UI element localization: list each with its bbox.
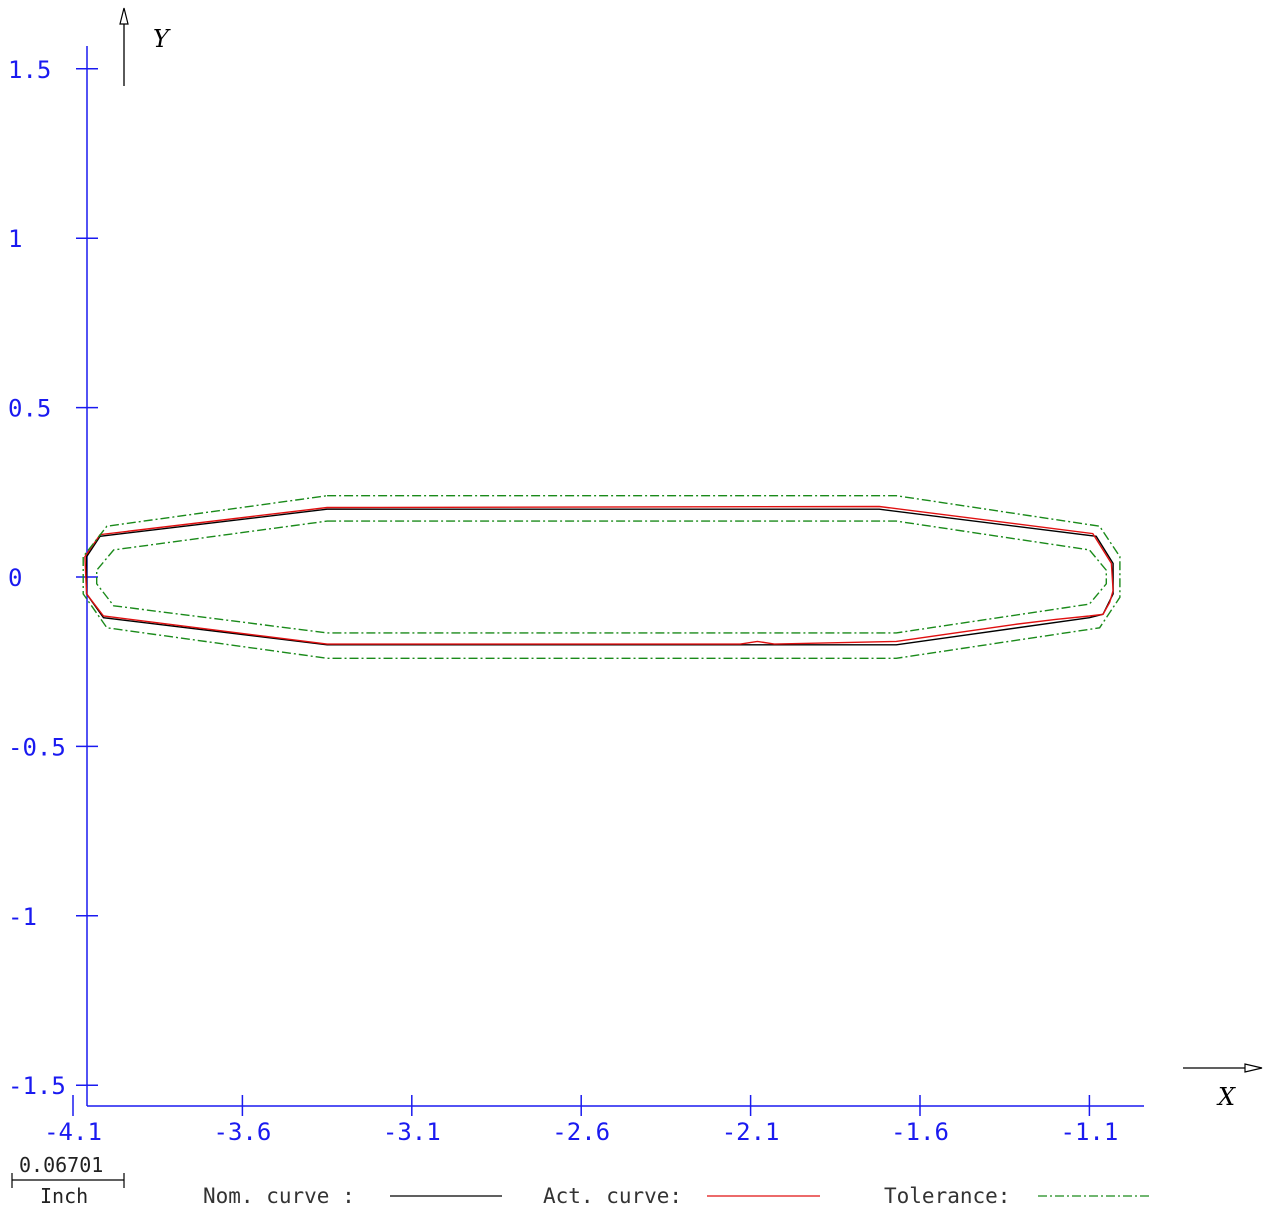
x-tick-label: -2.1 — [722, 1118, 780, 1146]
x-tick-label: -1.6 — [891, 1118, 949, 1146]
scale-unit: Inch — [40, 1184, 88, 1208]
y-tick-label: -1 — [8, 903, 37, 931]
y-direction-arrow — [119, 7, 129, 86]
legend: Nom. curve : Act. curve: Tolerance: — [203, 1184, 1152, 1208]
x-tick-label: -3.6 — [214, 1118, 272, 1146]
scale-bar — [11, 1173, 125, 1188]
x-tick-label: -4.1 — [44, 1118, 102, 1146]
x-tick-label: -2.6 — [552, 1118, 610, 1146]
x-tick-label: -1.1 — [1061, 1118, 1119, 1146]
y-tick-label: -1.5 — [8, 1072, 66, 1100]
x-axis-title: X — [1216, 1083, 1236, 1111]
legend-nominal-label: Nom. curve : — [203, 1184, 355, 1208]
y-tick-label: 0 — [8, 564, 22, 592]
act-curve-line — [84, 505, 1114, 645]
y-tick-label: 1 — [8, 225, 22, 253]
x-direction-arrow — [1183, 1063, 1263, 1073]
legend-tolerance-label: Tolerance: — [884, 1184, 1010, 1208]
y-axis-title: Y — [153, 25, 171, 53]
nom-curve-line — [85, 508, 1114, 646]
y-tick-label: 1.5 — [8, 56, 51, 84]
tolerance-outer-line — [82, 495, 1121, 659]
y-tick-label: 0.5 — [8, 395, 51, 423]
scale-value: 0.06701 — [19, 1153, 103, 1177]
tolerance-inner-line — [95, 520, 1108, 634]
y-tick-label: -0.5 — [8, 733, 66, 761]
x-tick-label: -3.1 — [383, 1118, 441, 1146]
legend-actual-label: Act. curve: — [543, 1184, 682, 1208]
